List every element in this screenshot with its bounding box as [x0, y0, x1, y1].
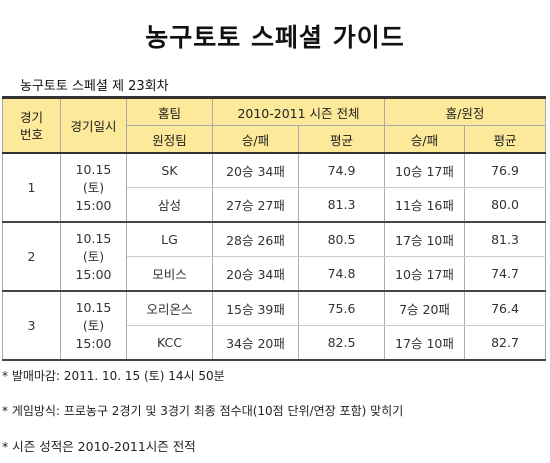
header-home-away: 홈/원정: [384, 96, 546, 126]
season-record: 15승 39패: [212, 291, 299, 326]
header-away-team: 원정팀: [126, 125, 213, 154]
season-record: 28승 26패: [212, 222, 299, 257]
season-average: 75.6: [298, 291, 385, 326]
round-subtitle: 농구토토 스페셜 제 23회차: [20, 79, 169, 94]
game-number: 1: [2, 153, 61, 223]
table-row: KCC 34승 20패 82.5 17승 10패 82.7: [3, 325, 546, 361]
header-game-no-line1: 경기: [19, 109, 43, 125]
season-record: 20승 34패: [212, 256, 299, 292]
season-average: 74.9: [298, 153, 385, 188]
team-name: KCC: [126, 325, 213, 361]
season-record: 34승 20패: [212, 325, 299, 361]
season-average: 82.5: [298, 325, 385, 361]
game-date-weekday: (토): [82, 317, 105, 333]
header-season: 2010-2011 시즌 전체: [212, 96, 385, 126]
header-game-no: 경기 번호: [2, 96, 61, 154]
ha-average: 74.7: [464, 256, 546, 292]
note-deadline: * 발매마감: 2011. 10. 15 (토) 14시 50분: [2, 369, 225, 383]
ha-record: 7승 20패: [384, 291, 465, 326]
game-date-time: 15:00: [75, 197, 112, 213]
header-date: 경기일시: [60, 96, 127, 154]
team-name: SK: [126, 153, 213, 188]
ha-record: 11승 16패: [384, 187, 465, 223]
table-row: 3 10.15 (토) 15:00 오리온스 15승 39패 75.6 7승 2…: [2, 291, 546, 361]
ha-average: 76.9: [464, 153, 546, 188]
header-home-team: 홈팀: [126, 96, 213, 126]
ha-average: 81.3: [464, 222, 546, 257]
team-name: LG: [126, 222, 213, 257]
header-ha-record: 승/패: [384, 125, 465, 154]
game-date: 10.15 (토) 15:00: [60, 222, 127, 292]
game-date-weekday: (토): [82, 248, 105, 264]
game-date-day: 10.15: [75, 161, 112, 177]
game-date-time: 15:00: [75, 266, 112, 282]
note-season-record: * 시즌 성적은 2010-2011시즌 전적: [2, 439, 196, 454]
game-date-weekday: (토): [82, 179, 105, 195]
ha-record: 17승 10패: [384, 325, 465, 361]
table-row: 1 10.15 (토) 15:00 SK 20승 34패 74.9 10승 17…: [2, 153, 546, 223]
header-row-1: 경기 번호 경기일시 홈팀 2010-2011 시즌 전체 홈/원정: [2, 96, 546, 154]
header-row-2: 원정팀 승/패 평균 승/패 평균: [3, 125, 546, 154]
game-number: 2: [2, 222, 61, 292]
ha-average: 82.7: [464, 325, 546, 361]
season-record: 20승 34패: [212, 153, 299, 188]
season-average: 81.3: [298, 187, 385, 223]
game-date: 10.15 (토) 15:00: [60, 291, 127, 361]
game-number: 3: [2, 291, 61, 361]
season-average: 80.5: [298, 222, 385, 257]
team-name: 모비스: [126, 256, 213, 292]
ha-average: 80.0: [464, 187, 546, 223]
guide-table: 경기 번호 경기일시 홈팀 2010-2011 시즌 전체 홈/원정 원정팀 승…: [2, 96, 546, 361]
season-average: 74.8: [298, 256, 385, 292]
note-game-method: * 게임방식: 프로농구 2경기 및 3경기 최종 점수대(10점 단위/연장 …: [2, 404, 404, 418]
game-date-time: 15:00: [75, 335, 112, 351]
ha-average: 76.4: [464, 291, 546, 326]
table-row: 삼성 27승 27패 81.3 11승 16패 80.0: [3, 187, 546, 223]
team-name: 오리온스: [126, 291, 213, 326]
ha-record: 17승 10패: [384, 222, 465, 257]
header-season-average: 평균: [298, 125, 385, 154]
header-game-no-line2: 번호: [19, 126, 43, 142]
table-row: 모비스 20승 34패 74.8 10승 17패 74.7: [3, 256, 546, 292]
page-title: 농구토토 스페셜 가이드: [145, 23, 405, 52]
season-record: 27승 27패: [212, 187, 299, 223]
game-date-day: 10.15: [75, 299, 112, 315]
header-season-record: 승/패: [212, 125, 299, 154]
ha-record: 10승 17패: [384, 256, 465, 292]
game-date: 10.15 (토) 15:00: [60, 153, 127, 223]
header-ha-average: 평균: [464, 125, 546, 154]
game-date-day: 10.15: [75, 230, 112, 246]
ha-record: 10승 17패: [384, 153, 465, 188]
team-name: 삼성: [126, 187, 213, 223]
table-row: 2 10.15 (토) 15:00 LG 28승 26패 80.5 17승 10…: [2, 222, 546, 292]
